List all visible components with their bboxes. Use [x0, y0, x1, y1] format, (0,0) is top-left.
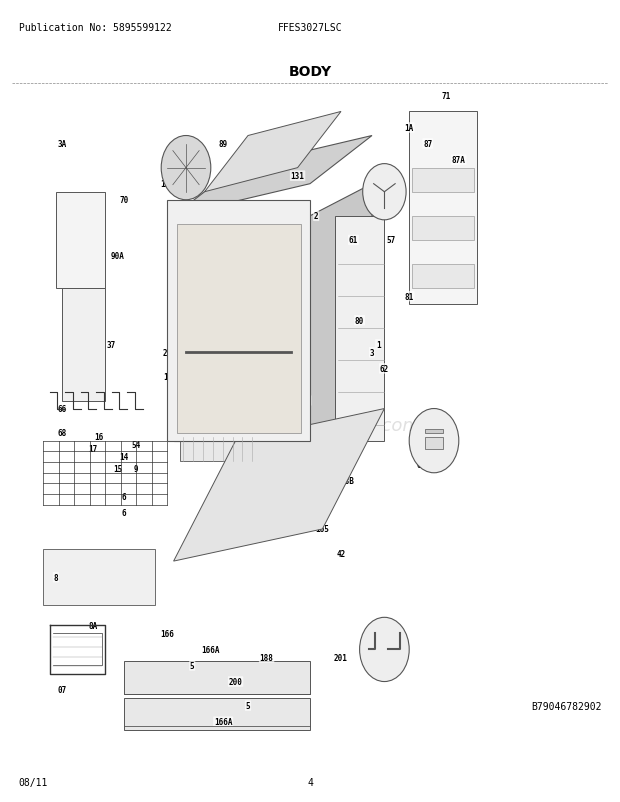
Text: 3: 3	[370, 348, 374, 358]
Text: 15: 15	[113, 464, 122, 474]
Text: 58B: 58B	[340, 476, 354, 486]
Text: 56A: 56A	[179, 236, 193, 245]
Text: 29: 29	[163, 348, 172, 358]
Text: 81: 81	[405, 292, 414, 302]
Text: eReplacementParts.com: eReplacementParts.com	[200, 416, 420, 434]
Text: 2: 2	[314, 212, 319, 221]
Text: 62: 62	[417, 444, 426, 454]
Text: 54: 54	[132, 440, 141, 450]
Text: 80: 80	[355, 316, 364, 326]
Circle shape	[161, 136, 211, 200]
Text: 4: 4	[307, 777, 313, 787]
Text: 8A: 8A	[89, 621, 97, 630]
Polygon shape	[174, 217, 310, 441]
Text: 9: 9	[134, 464, 139, 474]
Polygon shape	[412, 168, 474, 192]
Text: 24: 24	[175, 356, 184, 366]
Text: FFES3027LSC: FFES3027LSC	[278, 23, 342, 33]
Text: 141: 141	[371, 196, 385, 205]
Text: 14: 14	[120, 452, 128, 462]
Text: 1: 1	[376, 340, 381, 350]
Text: 42: 42	[337, 549, 345, 558]
Circle shape	[409, 409, 459, 473]
Text: 07: 07	[58, 685, 66, 695]
Polygon shape	[174, 136, 372, 217]
Text: 68: 68	[58, 428, 66, 438]
Text: 87: 87	[423, 140, 432, 149]
Polygon shape	[124, 662, 310, 694]
Text: 61: 61	[349, 236, 358, 245]
Polygon shape	[335, 217, 384, 441]
Text: 63: 63	[417, 460, 426, 470]
Polygon shape	[425, 437, 443, 449]
Text: 17: 17	[89, 444, 97, 454]
Text: 6: 6	[122, 508, 126, 518]
Polygon shape	[412, 217, 474, 241]
Text: 1A: 1A	[405, 124, 414, 133]
Text: 166: 166	[161, 629, 174, 638]
Text: 119: 119	[161, 180, 174, 189]
Polygon shape	[177, 225, 301, 433]
Text: 16: 16	[95, 432, 104, 442]
Text: 127: 127	[297, 396, 311, 406]
Text: 10: 10	[206, 444, 215, 454]
Text: 8: 8	[53, 573, 58, 582]
Text: 70: 70	[368, 412, 376, 422]
Polygon shape	[62, 289, 105, 401]
Text: 170: 170	[365, 653, 379, 662]
Text: 89: 89	[219, 140, 228, 149]
Polygon shape	[310, 184, 372, 441]
Polygon shape	[425, 429, 443, 433]
Text: 200: 200	[229, 677, 242, 687]
Polygon shape	[409, 112, 477, 305]
Text: 131: 131	[291, 172, 304, 181]
Text: 70: 70	[120, 196, 128, 205]
Text: 38: 38	[225, 436, 234, 446]
Text: 08/11: 08/11	[19, 777, 48, 787]
Text: 59: 59	[275, 156, 283, 165]
Text: B79046782902: B79046782902	[531, 701, 601, 711]
Text: 57: 57	[386, 236, 395, 245]
Text: 71: 71	[442, 91, 451, 101]
Text: 6: 6	[122, 492, 126, 502]
Text: 103: 103	[266, 132, 280, 141]
Text: 188: 188	[260, 653, 273, 662]
Polygon shape	[43, 549, 155, 606]
Polygon shape	[174, 409, 384, 561]
Text: 5: 5	[190, 661, 195, 670]
Text: 87A: 87A	[452, 156, 466, 165]
Text: Publication No: 5895599122: Publication No: 5895599122	[19, 23, 171, 33]
Text: 96: 96	[182, 388, 190, 398]
Text: 5: 5	[246, 701, 250, 711]
Text: 66: 66	[58, 404, 66, 414]
Polygon shape	[56, 192, 105, 289]
Polygon shape	[412, 265, 474, 289]
Circle shape	[363, 164, 406, 221]
Polygon shape	[167, 200, 310, 441]
Text: 29: 29	[194, 404, 203, 414]
Polygon shape	[124, 698, 310, 730]
Polygon shape	[205, 112, 341, 192]
Text: 62: 62	[380, 364, 389, 374]
Text: BODY: BODY	[288, 65, 332, 79]
Text: 166A: 166A	[202, 645, 220, 654]
Text: 37: 37	[107, 340, 116, 350]
Text: 90: 90	[343, 428, 352, 438]
Text: 12: 12	[163, 372, 172, 382]
Text: 166A: 166A	[214, 717, 232, 727]
Text: 90A: 90A	[111, 252, 125, 261]
Text: 201: 201	[334, 653, 348, 662]
Text: 3A: 3A	[58, 140, 66, 149]
Polygon shape	[180, 437, 267, 461]
Text: 165: 165	[316, 525, 329, 534]
Circle shape	[360, 618, 409, 682]
